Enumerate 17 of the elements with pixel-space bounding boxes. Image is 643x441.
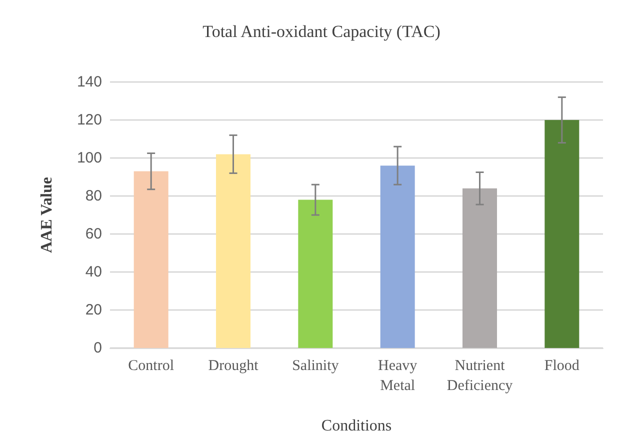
y-tick-label: 20 xyxy=(85,302,102,318)
y-tick-label: 40 xyxy=(85,264,102,280)
y-tick-label: 80 xyxy=(85,188,102,204)
y-axis-title: AAE Value xyxy=(38,176,56,254)
y-tick-label: 140 xyxy=(76,74,102,90)
x-tick-label: Control xyxy=(128,358,174,374)
x-tick-label: Drought xyxy=(208,358,260,374)
y-tick-label: 100 xyxy=(76,150,102,166)
y-tick-label: 60 xyxy=(85,226,102,242)
x-tick-label: Heavy Metal xyxy=(378,358,418,394)
x-tick-label: Salinity xyxy=(292,358,340,374)
x-tick-label: Nutrient Deficiency xyxy=(446,358,514,394)
x-tick-label: Flood xyxy=(544,358,580,374)
y-tick-label: 0 xyxy=(94,340,102,356)
y-tick-label: 120 xyxy=(76,112,102,128)
chart-title: Total Anti-oxidant Capacity (TAC) xyxy=(202,22,440,41)
x-axis-title: Conditions xyxy=(321,418,392,434)
